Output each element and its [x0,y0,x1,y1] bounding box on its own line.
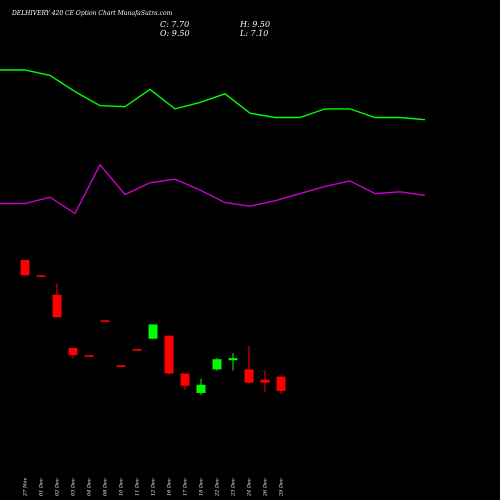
candle-16-dec [164,335,174,375]
candle-body [84,355,94,357]
close-value: C: 7.70 [160,20,190,29]
upper-indicator-line-path [0,69,426,121]
lower-indicator-line [0,163,426,215]
x-tick-label: 24 Dec [247,478,253,497]
candle-27-nov [20,260,30,276]
open-value: O: 9.50 [160,29,190,38]
candle-body [196,384,206,393]
candle-26-dec [260,370,270,392]
x-tick-label: 17 Dec [183,478,189,496]
candle-body [260,379,270,383]
candle-10-dec [116,365,126,367]
chart-title: DELHIVERY 420 CE Option Chart MunafaSutr… [12,10,173,17]
candle-01-dec [36,275,46,277]
x-tick-label: 16 Dec [167,478,173,496]
x-tick-label: 26 Dec [263,478,269,497]
candle-body [36,275,46,277]
x-tick-label: 27 Nov [23,478,29,497]
x-tick-label: 23 Dec [231,478,237,497]
candle-body [276,376,286,391]
candle-body [68,347,78,356]
candle-02-dec [52,283,62,318]
candle-23-dec [228,353,238,371]
x-tick-label: 29 Dec [279,478,285,497]
candle-08-dec [100,320,110,322]
candle-body [212,359,222,370]
high-value: H: 9.50 [240,20,271,29]
candle-17-dec [180,373,190,390]
x-tick-label: 04 Dec [87,478,93,496]
candle-22-dec [212,358,222,371]
x-tick-label: 12 Dec [151,478,157,496]
x-tick-label: 18 Dec [199,478,205,496]
candle-body [164,335,174,374]
x-tick-label: 02 Dec [55,478,61,496]
upper-indicator-line [0,69,426,121]
candle-body [116,365,126,367]
x-axis-ticks: 27 Nov 01 Dec 02 Dec 03 Dec 04 Dec 08 Dec 10 D… [23,478,285,497]
low-value: L: 7.10 [240,29,269,38]
candle-11-dec [132,348,142,351]
x-tick-label: 11 Dec [135,478,141,496]
candle-29-dec [276,376,286,394]
candle-body [20,260,30,276]
x-tick-label: 22 Dec [215,478,221,497]
candle-body [148,324,158,339]
candle-24-dec [244,345,254,384]
candle-body [180,373,190,386]
candle-body [228,358,238,361]
candle-12-dec [148,324,158,339]
candle-body [132,348,142,351]
candle-body [52,294,62,318]
candle-body [100,320,110,322]
candle-18-dec [196,378,206,395]
candle-04-dec [84,355,94,357]
x-tick-label: 08 Dec [103,478,109,496]
candle-body [244,369,254,383]
x-tick-label: 01 Dec [39,478,45,496]
x-tick-label: 10 Dec [119,478,125,496]
candle-03-dec [68,347,78,359]
x-tick-label: 03 Dec [71,478,77,496]
lower-indicator-line-path [0,163,426,215]
candles [20,260,286,395]
